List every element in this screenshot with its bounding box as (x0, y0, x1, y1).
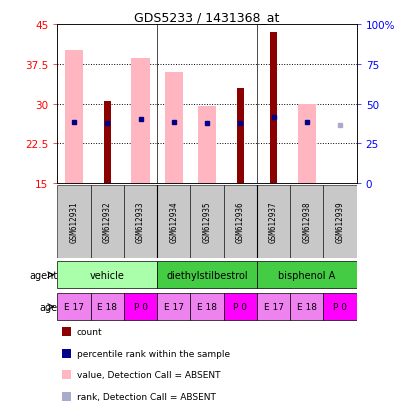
Bar (297, 104, 315, 184)
Text: GSM612938: GSM612938 (301, 201, 310, 243)
Bar (190, 293, 223, 320)
Bar (223, 293, 256, 320)
Text: GSM612937: GSM612937 (268, 201, 277, 243)
Text: diethylstilbestrol: diethylstilbestrol (166, 270, 247, 280)
Bar (124, 186, 157, 258)
Bar (198, 107, 216, 184)
Text: bisphenol A: bisphenol A (278, 270, 335, 280)
Text: age: age (39, 302, 57, 312)
Bar (57, 293, 90, 320)
Text: GSM612939: GSM612939 (335, 201, 344, 243)
Text: count: count (76, 328, 102, 337)
Text: vehicle: vehicle (90, 270, 124, 280)
Text: percentile rank within the sample: percentile rank within the sample (76, 349, 229, 358)
Bar (124, 293, 157, 320)
Text: GSM612932: GSM612932 (103, 201, 112, 243)
Bar (65, 51, 83, 184)
Bar (290, 186, 323, 258)
Text: P 0: P 0 (332, 302, 346, 311)
Text: value, Detection Call = ABSENT: value, Detection Call = ABSENT (76, 370, 220, 380)
Bar (103, 102, 111, 184)
Text: agent: agent (29, 270, 57, 280)
Text: GSM612933: GSM612933 (136, 201, 145, 243)
Text: E 18: E 18 (197, 302, 216, 311)
Text: E 17: E 17 (64, 302, 84, 311)
Bar (57, 261, 157, 289)
Bar (323, 293, 356, 320)
Text: rank, Detection Call = ABSENT: rank, Detection Call = ABSENT (76, 392, 215, 401)
Bar (164, 73, 182, 184)
Bar (236, 88, 243, 184)
Bar (157, 261, 256, 289)
Bar (223, 186, 256, 258)
Text: GSM612931: GSM612931 (70, 201, 79, 243)
Text: GSM612936: GSM612936 (235, 201, 244, 243)
Bar (256, 293, 290, 320)
Text: P 0: P 0 (133, 302, 147, 311)
Title: GDS5233 / 1431368_at: GDS5233 / 1431368_at (134, 11, 279, 24)
Text: GSM612934: GSM612934 (169, 201, 178, 243)
Bar (256, 186, 290, 258)
Bar (57, 186, 90, 258)
Text: E 18: E 18 (296, 302, 316, 311)
Bar (269, 33, 276, 184)
Bar (256, 261, 356, 289)
Bar (90, 186, 124, 258)
Text: GSM612935: GSM612935 (202, 201, 211, 243)
Bar (323, 186, 356, 258)
Bar (90, 293, 124, 320)
Bar (157, 186, 190, 258)
Text: E 17: E 17 (263, 302, 283, 311)
Text: E 18: E 18 (97, 302, 117, 311)
Bar (157, 293, 190, 320)
Bar (290, 293, 323, 320)
Bar (131, 59, 149, 184)
Bar (190, 186, 223, 258)
Text: P 0: P 0 (233, 302, 247, 311)
Text: E 17: E 17 (163, 302, 183, 311)
